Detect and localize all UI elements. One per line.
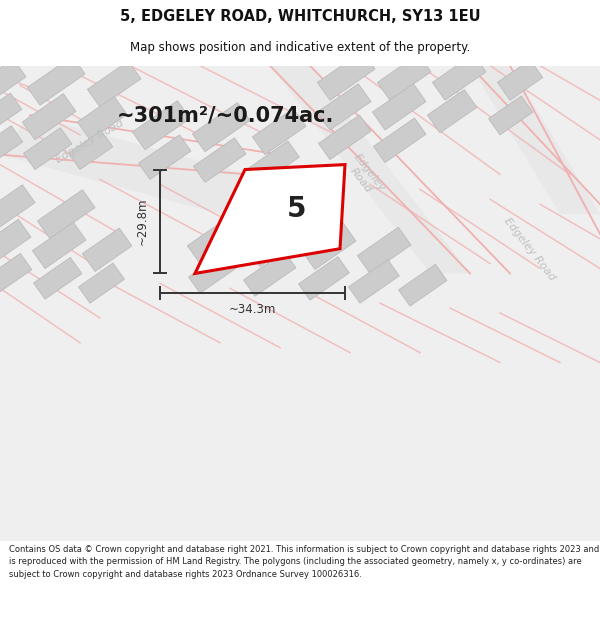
Polygon shape xyxy=(377,54,431,100)
Polygon shape xyxy=(374,118,426,162)
Polygon shape xyxy=(349,259,400,303)
Polygon shape xyxy=(23,127,72,169)
Polygon shape xyxy=(79,263,124,303)
Text: Edgeley Road: Edgeley Road xyxy=(502,216,557,282)
Polygon shape xyxy=(22,94,76,140)
Polygon shape xyxy=(88,61,141,107)
Polygon shape xyxy=(253,109,306,154)
Text: Contains OS data © Crown copyright and database right 2021. This information is : Contains OS data © Crown copyright and d… xyxy=(9,545,599,579)
Polygon shape xyxy=(470,66,600,214)
Polygon shape xyxy=(317,51,375,100)
Text: ~301m²/~0.074ac.: ~301m²/~0.074ac. xyxy=(116,105,334,125)
Polygon shape xyxy=(427,89,477,133)
Polygon shape xyxy=(317,84,371,130)
Polygon shape xyxy=(0,115,250,214)
Polygon shape xyxy=(34,258,82,299)
Polygon shape xyxy=(133,101,190,150)
Polygon shape xyxy=(28,56,85,105)
Polygon shape xyxy=(433,54,486,100)
Polygon shape xyxy=(139,135,191,179)
Polygon shape xyxy=(488,96,533,135)
Polygon shape xyxy=(373,84,426,130)
Polygon shape xyxy=(244,252,296,296)
Text: 5, EDGELEY ROAD, WHITCHURCH, SY13 1EU: 5, EDGELEY ROAD, WHITCHURCH, SY13 1EU xyxy=(119,9,481,24)
Polygon shape xyxy=(77,96,127,140)
Polygon shape xyxy=(270,66,470,274)
Polygon shape xyxy=(398,264,447,306)
Polygon shape xyxy=(497,60,543,100)
Polygon shape xyxy=(195,164,345,274)
Polygon shape xyxy=(0,93,22,135)
Text: Map shows position and indicative extent of the property.: Map shows position and indicative extent… xyxy=(130,41,470,54)
Polygon shape xyxy=(37,190,95,239)
Text: 5: 5 xyxy=(287,195,306,223)
Polygon shape xyxy=(0,59,26,105)
Polygon shape xyxy=(194,138,246,182)
Polygon shape xyxy=(247,220,301,266)
Polygon shape xyxy=(188,249,241,293)
Polygon shape xyxy=(358,228,411,274)
Text: ~29.8m: ~29.8m xyxy=(136,198,149,245)
Text: Edgeley Road: Edgeley Road xyxy=(54,118,126,166)
Polygon shape xyxy=(319,115,371,159)
Text: ~34.3m: ~34.3m xyxy=(229,302,276,316)
Polygon shape xyxy=(187,214,245,264)
Polygon shape xyxy=(299,257,349,300)
Polygon shape xyxy=(0,219,31,266)
Polygon shape xyxy=(302,223,356,269)
Polygon shape xyxy=(0,254,32,295)
Polygon shape xyxy=(32,222,86,269)
Polygon shape xyxy=(248,141,299,184)
Polygon shape xyxy=(193,102,250,152)
Text: Edgeley
Road: Edgeley Road xyxy=(343,152,387,201)
Polygon shape xyxy=(0,126,23,164)
Polygon shape xyxy=(0,185,35,234)
Polygon shape xyxy=(82,228,132,271)
Polygon shape xyxy=(68,131,113,169)
